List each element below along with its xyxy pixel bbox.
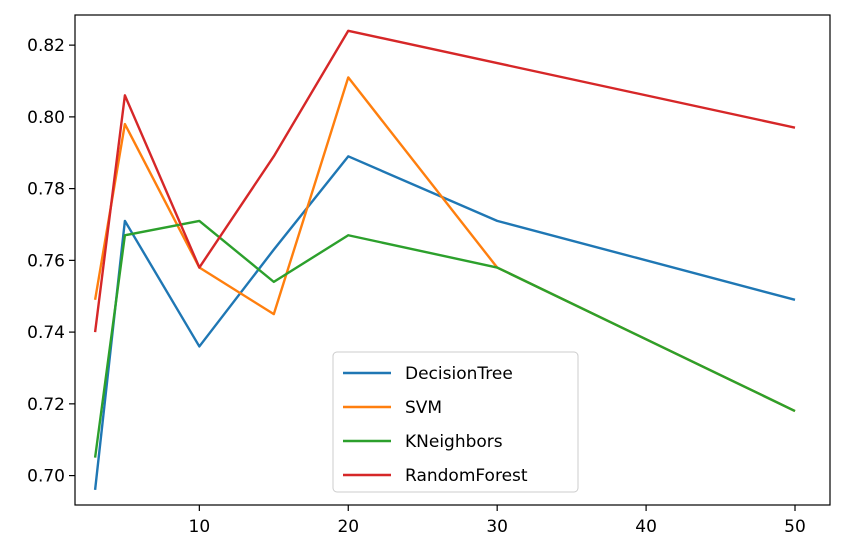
x-tick-label: 40 [635,517,657,537]
y-tick-label: 0.70 [27,467,65,487]
legend-label-decisiontree: DecisionTree [405,364,513,384]
y-tick-label: 0.76 [27,251,65,271]
y-tick-label: 0.80 [27,108,65,128]
series-line-randomforest [93,29,796,333]
series-layer [93,29,796,491]
x-tick-label: 10 [189,517,211,537]
series-line-kneighbors [93,219,796,458]
legend-box [332,351,579,493]
legend-label-randomforest: RandomForest [405,466,528,486]
series-line-decisiontree [93,155,796,491]
legend-label-kneighbors: KNeighbors [405,432,503,452]
y-tick-label: 0.74 [27,323,65,343]
axes-layer: 10 20 30 40 50 0.70 0.72 0.74 0.76 0.78 0.80 0.82 [27,36,806,537]
legend: DecisionTree SVM KNeighbors RandomForest [332,351,579,493]
y-tick-label: 0.72 [27,395,65,415]
x-tick-label: 30 [486,517,508,537]
x-tick-label: 50 [784,517,806,537]
y-tick-label: 0.78 [27,180,65,200]
x-tick-label: 20 [337,517,359,537]
legend-label-svm: SVM [405,398,442,418]
y-tick-label: 0.82 [27,36,65,56]
